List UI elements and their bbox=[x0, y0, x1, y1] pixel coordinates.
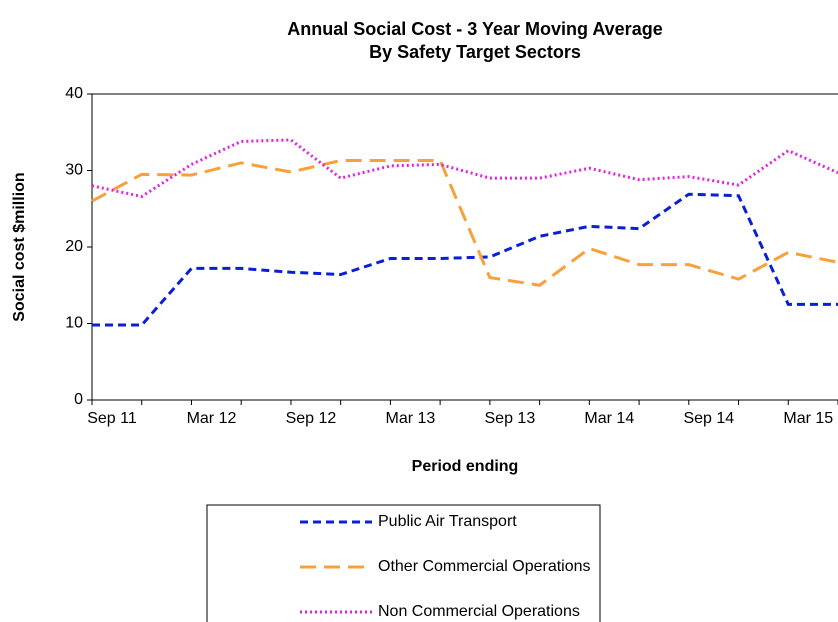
legend-label: Non Commercial Operations bbox=[378, 603, 580, 620]
x-tick-label: Sep 14 bbox=[683, 410, 734, 427]
x-tick-label: Mar 12 bbox=[187, 410, 237, 427]
y-tick-label: 40 bbox=[65, 85, 83, 102]
legend-box bbox=[206, 504, 601, 622]
series-line bbox=[91, 159, 838, 287]
plot-area bbox=[91, 93, 838, 401]
y-tick-label: 10 bbox=[65, 315, 83, 332]
chart-subtitle: By Safety Target Sectors bbox=[369, 42, 581, 62]
legend-label: Public Air Transport bbox=[378, 513, 517, 530]
x-tick-label: Sep 13 bbox=[485, 410, 536, 427]
y-tick-label: 20 bbox=[65, 238, 83, 255]
series-line bbox=[92, 192, 838, 327]
x-tick-label: Sep 11 bbox=[87, 410, 137, 427]
chart-title: Annual Social Cost - 3 Year Moving Avera… bbox=[287, 19, 662, 39]
legend-label: Other Commercial Operations bbox=[378, 558, 591, 575]
y-tick-label: 30 bbox=[65, 162, 83, 179]
x-tick-label: Mar 15 bbox=[783, 410, 833, 427]
x-axis-label: Period ending bbox=[412, 458, 519, 475]
x-tick-label: Mar 13 bbox=[386, 410, 436, 427]
series-line bbox=[91, 138, 838, 199]
x-tick-label: Mar 14 bbox=[584, 410, 634, 427]
x-tick-label: Sep 12 bbox=[286, 410, 337, 427]
y-axis-label: Social cost $million bbox=[11, 172, 28, 321]
y-tick-label: 0 bbox=[74, 391, 83, 408]
